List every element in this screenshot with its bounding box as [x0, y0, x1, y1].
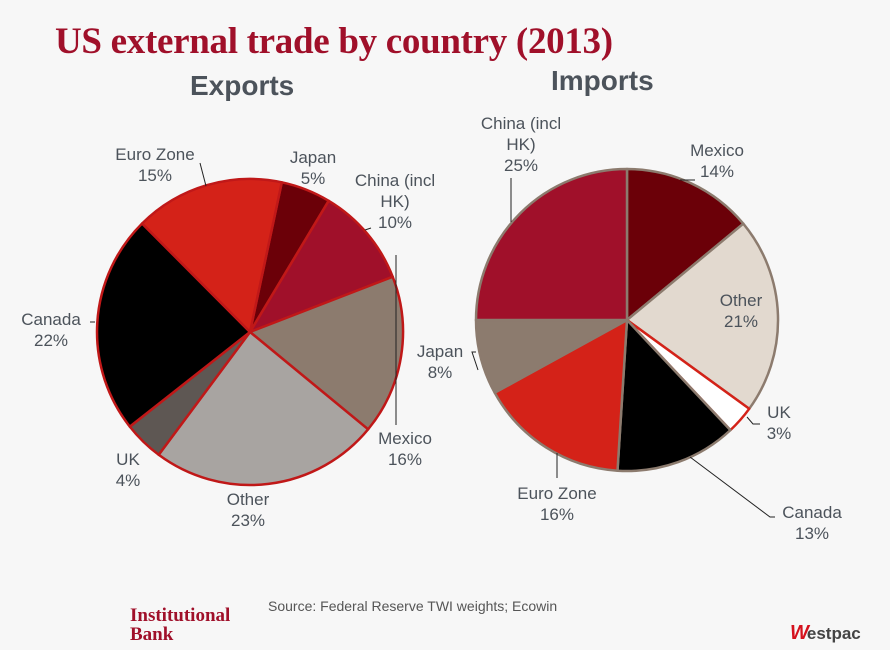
- exports-label-other: Other 23%: [226, 490, 270, 530]
- pie-slice-canada: [95, 222, 252, 428]
- pie-slice-other: [625, 222, 780, 411]
- imports-label-canada: Canada 13%: [782, 503, 842, 543]
- pie-slice-china-incl-hk: [248, 199, 394, 334]
- exports-title: Exports: [190, 70, 295, 101]
- leader-lines: [90, 162, 775, 518]
- institutional-bank-logo: Institutional Bank: [130, 605, 231, 645]
- imports-label-euro-zone: Euro Zone 16%: [517, 484, 597, 524]
- pie-slice-mexico: [625, 167, 745, 322]
- imports-title: Imports: [551, 65, 654, 96]
- exports-label-uk: UK 4%: [115, 450, 141, 490]
- exports-label-china: China (incl HK) 10%: [354, 171, 436, 232]
- pie-slice-china-incl-hk: [474, 167, 629, 322]
- exports-pie: [95, 177, 405, 487]
- exports-label-canada: Canada 22%: [21, 310, 81, 350]
- westpac-logo: W estpac: [790, 622, 861, 644]
- exports-label-mexico: Mexico 16%: [378, 429, 432, 469]
- pie-slice-canada: [616, 318, 732, 473]
- pie-slice-mexico: [248, 275, 405, 431]
- pie-slice-other: [157, 330, 370, 487]
- exports-label-japan: Japan 5%: [289, 148, 337, 188]
- pie-slice-euro-zone: [493, 318, 629, 472]
- imports-label-mexico: Mexico 14%: [690, 141, 744, 181]
- imports-label-china: China (incl HK) 25%: [480, 114, 562, 175]
- source-note: Source: Federal Reserve TWI weights; Eco…: [268, 598, 558, 614]
- imports-label-japan: Japan 8%: [416, 342, 464, 382]
- pie-slice-euro-zone: [140, 177, 284, 334]
- imports-pie: [474, 167, 780, 473]
- westpac-w-mark: W: [790, 622, 809, 644]
- imports-label-uk: UK 3%: [766, 403, 792, 443]
- chart-title: US external trade by country (2013): [55, 21, 613, 62]
- imports-label-other: Other 21%: [719, 291, 763, 331]
- exports-label-euro-zone: Euro Zone 15%: [115, 145, 195, 185]
